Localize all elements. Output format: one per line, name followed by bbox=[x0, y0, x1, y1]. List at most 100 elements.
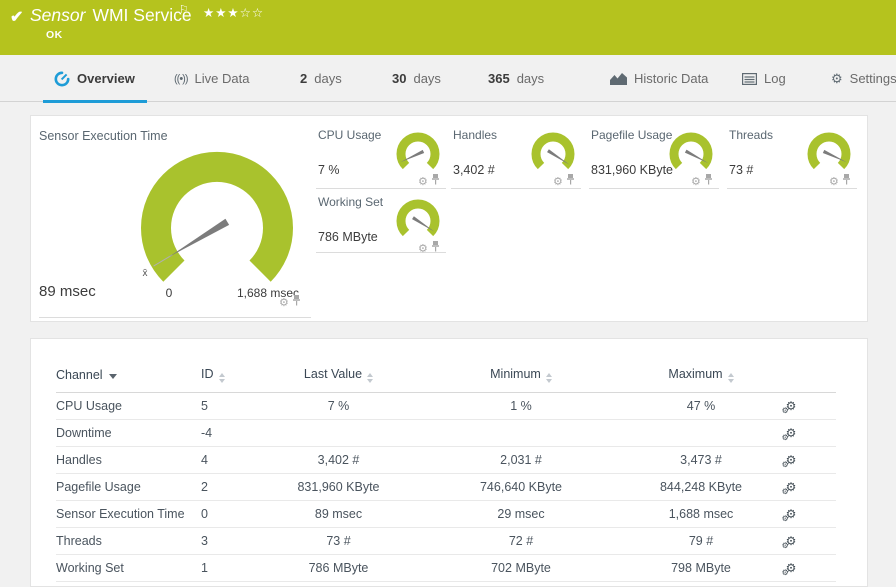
pin-icon[interactable] bbox=[842, 174, 851, 188]
gauge-settings-icon[interactable]: ⚙ bbox=[418, 175, 428, 188]
last-value-cell: 89 msec bbox=[314, 507, 363, 521]
tab-historic-data[interactable]: Historic Data bbox=[610, 55, 708, 102]
gear-small-icon: ⚙ bbox=[781, 540, 789, 550]
col-minimum[interactable]: Minimum bbox=[386, 367, 656, 393]
maximum-cell: 798 MByte bbox=[671, 561, 731, 575]
small-gauge-dial bbox=[807, 132, 851, 170]
gauge-settings-icon[interactable]: ⚙ bbox=[829, 175, 839, 188]
channel-name-cell: Handles bbox=[56, 453, 102, 467]
channel-id-cell: 0 bbox=[201, 507, 208, 521]
channel-name-cell: Threads bbox=[56, 534, 102, 548]
pin-icon[interactable] bbox=[292, 295, 301, 309]
gauge-title: Pagefile Usage bbox=[591, 128, 673, 142]
gauge-title: Handles bbox=[453, 128, 498, 142]
sort-icons bbox=[218, 373, 225, 383]
small-gauge-dial bbox=[531, 132, 575, 170]
gear-icon: ⚙ bbox=[785, 453, 797, 467]
gauge-title: Threads bbox=[729, 128, 774, 142]
gauge-needle bbox=[153, 218, 230, 267]
col-last-value[interactable]: Last Value bbox=[291, 367, 386, 393]
channel-settings-button[interactable]: ⚙ ⚙ bbox=[782, 561, 797, 576]
gear-icon: ⚙ bbox=[785, 480, 797, 494]
channel-settings-button[interactable]: ⚙ ⚙ bbox=[782, 426, 797, 441]
col-maximum[interactable]: Maximum bbox=[656, 367, 746, 393]
sort-icons bbox=[367, 373, 374, 383]
gauge-cell: Threads 73 # ⚙ bbox=[727, 124, 857, 189]
small-gauge-dial bbox=[396, 199, 440, 237]
gauge-cell: Working Set 786 MByte ⚙ bbox=[316, 191, 446, 255]
table-row: Pagefile Usage 2 831,960 KByte 746,640 K… bbox=[56, 474, 836, 501]
area-chart-icon bbox=[610, 73, 627, 85]
gauges-panel: Sensor Execution Time x̄ 0 1,688 msec 89… bbox=[30, 115, 868, 322]
gauge-value: 73 # bbox=[729, 163, 754, 177]
maximum-cell bbox=[656, 420, 746, 447]
gauge-cell: Handles 3,402 # ⚙ bbox=[451, 124, 581, 189]
sort-desc-icon bbox=[108, 374, 117, 379]
col-actions bbox=[746, 367, 836, 393]
pin-icon[interactable] bbox=[431, 241, 440, 255]
channel-id-cell: 4 bbox=[201, 453, 208, 467]
gauge-actions: ⚙ bbox=[279, 295, 301, 309]
gauge-value: 786 MByte bbox=[318, 230, 378, 244]
channel-settings-button[interactable]: ⚙ ⚙ bbox=[782, 400, 797, 414]
tab-live-data[interactable]: ((•)) Live Data bbox=[174, 71, 250, 86]
gear-small-icon: ⚙ bbox=[781, 513, 789, 523]
channel-name-cell: Working Set bbox=[56, 561, 124, 575]
status-badge: OK bbox=[46, 29, 63, 41]
gauge-sensor-execution-time: Sensor Execution Time x̄ 0 1,688 msec 89… bbox=[39, 122, 311, 318]
col-channel[interactable]: Channel bbox=[56, 367, 201, 393]
gauge-settings-icon[interactable]: ⚙ bbox=[691, 175, 701, 188]
channel-id-cell: 3 bbox=[201, 534, 208, 548]
channel-settings-button[interactable]: ⚙ ⚙ bbox=[782, 453, 797, 468]
tab-30-days[interactable]: 30 days bbox=[392, 71, 441, 86]
tab-overview[interactable]: Overview bbox=[43, 55, 147, 103]
gauge-scale-min: 0 bbox=[165, 286, 173, 300]
gauge-icon bbox=[54, 71, 70, 86]
channel-settings-button[interactable]: ⚙ ⚙ bbox=[782, 535, 797, 549]
gauge-actions: ⚙ bbox=[418, 174, 440, 188]
tab-log[interactable]: Log bbox=[742, 55, 786, 102]
col-id[interactable]: ID bbox=[201, 367, 291, 393]
gauge-settings-icon[interactable]: ⚙ bbox=[279, 296, 289, 309]
gauge-settings-icon[interactable]: ⚙ bbox=[418, 242, 428, 255]
minimum-cell: 72 # bbox=[508, 534, 534, 548]
gauge-cell: CPU Usage 7 % ⚙ bbox=[316, 124, 446, 189]
table-row: Handles 4 3,402 # 2,031 # 3,473 # ⚙ ⚙ bbox=[56, 447, 836, 474]
tab-settings[interactable]: ⚙ Settings bbox=[831, 70, 896, 87]
gauge-title: Working Set bbox=[318, 195, 384, 209]
channel-id-cell: 1 bbox=[201, 561, 208, 575]
channels-table: Channel ID Last Value Minimum Maximum CP… bbox=[56, 367, 836, 582]
priority-flag-icon[interactable]: ⚐ bbox=[179, 4, 189, 16]
channel-name-cell: Downtime bbox=[56, 426, 112, 440]
gauge-needle bbox=[822, 149, 847, 163]
last-value-cell: 3,402 # bbox=[317, 453, 360, 467]
maximum-cell: 47 % bbox=[686, 399, 716, 413]
small-gauge-dial bbox=[396, 132, 440, 170]
table-row: CPU Usage 5 7 % 1 % 47 % ⚙ ⚙ bbox=[56, 393, 836, 420]
gauge-needle bbox=[684, 149, 709, 164]
small-gauge-dial bbox=[669, 132, 713, 170]
gauge-value: 89 msec bbox=[39, 283, 96, 300]
maximum-cell: 3,473 # bbox=[680, 453, 722, 467]
pin-icon[interactable] bbox=[431, 174, 440, 188]
gauge-value: 3,402 # bbox=[453, 163, 495, 177]
main-gauge-dial: x̄ bbox=[141, 152, 293, 282]
tab-2-days[interactable]: 2 days bbox=[300, 71, 342, 86]
pin-icon[interactable] bbox=[566, 174, 575, 188]
star-rating[interactable]: ★★★☆☆ bbox=[203, 6, 265, 20]
pin-icon[interactable] bbox=[704, 174, 713, 188]
channel-id-cell: 5 bbox=[201, 399, 208, 413]
gear-small-icon: ⚙ bbox=[781, 459, 789, 469]
last-value-cell bbox=[291, 420, 386, 447]
tab-365-days[interactable]: 365 days bbox=[488, 71, 545, 86]
gear-small-icon: ⚙ bbox=[781, 405, 789, 415]
gauge-actions: ⚙ bbox=[829, 174, 851, 188]
gear-icon: ⚙ bbox=[785, 561, 797, 575]
gauge-value: 831,960 KByte bbox=[591, 163, 674, 177]
channel-settings-button[interactable]: ⚙ ⚙ bbox=[782, 480, 797, 495]
gauge-settings-icon[interactable]: ⚙ bbox=[553, 175, 563, 188]
gear-icon: ⚙ bbox=[785, 426, 797, 440]
channel-id-cell: 2 bbox=[201, 480, 208, 494]
channel-settings-button[interactable]: ⚙ ⚙ bbox=[782, 508, 797, 522]
